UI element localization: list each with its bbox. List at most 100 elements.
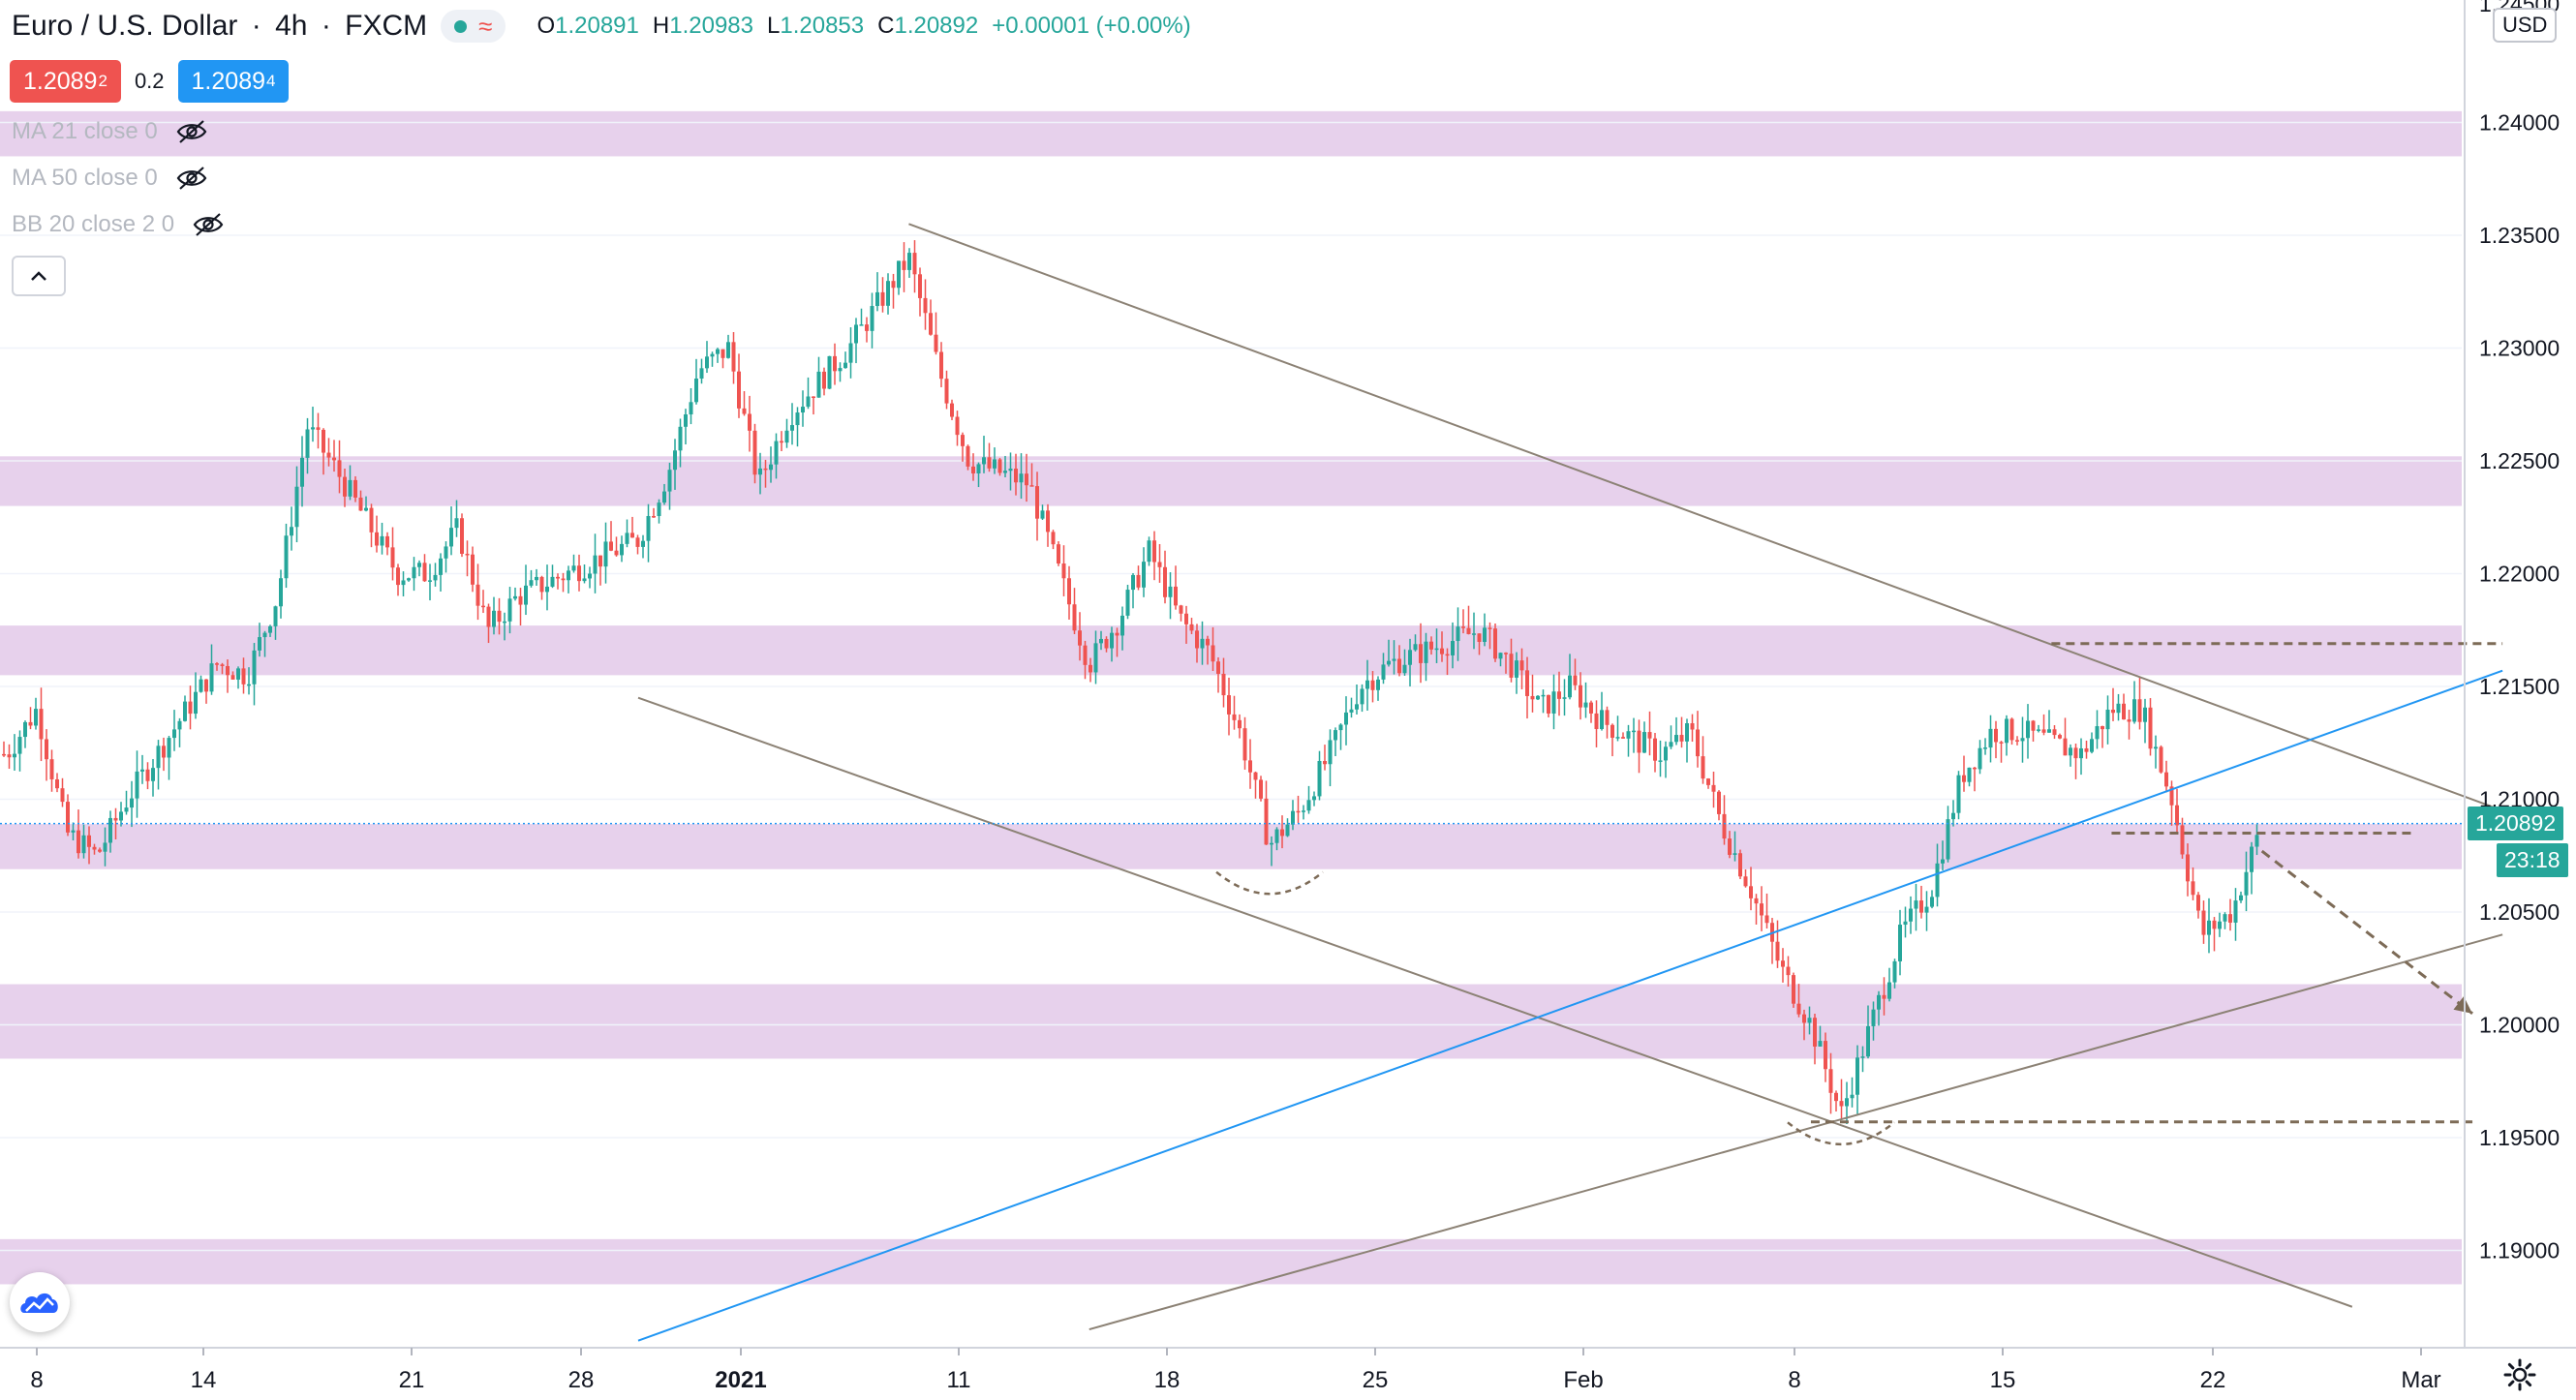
candle-body — [1642, 732, 1646, 753]
indicator-bb20[interactable]: BB 20 close 2 0 — [12, 211, 225, 238]
candle-body — [1317, 761, 1322, 797]
candle-body — [529, 580, 534, 586]
hidden-eye-icon[interactable] — [175, 119, 208, 144]
gear-icon[interactable] — [2502, 1357, 2537, 1392]
candle-body — [1647, 732, 1652, 739]
drawings-layer — [0, 223, 2503, 1342]
candle-body — [433, 574, 438, 581]
candle-body — [1487, 627, 1492, 629]
hidden-eye-icon[interactable] — [192, 212, 225, 237]
time-tick-label: 11 — [947, 1367, 971, 1393]
candle-body — [188, 701, 193, 715]
candle-body — [135, 771, 139, 799]
candle-body — [1093, 643, 1098, 673]
buy-button[interactable]: 1.2089 4 — [177, 60, 290, 103]
candle-body — [593, 555, 598, 574]
sr-zone — [0, 110, 2462, 157]
price-tick-label: 1.19500 — [2479, 1125, 2560, 1150]
candle-body — [236, 668, 240, 680]
candle-body — [258, 637, 261, 651]
candle-body — [603, 541, 608, 567]
candle-body — [577, 565, 581, 582]
tradingview-logo-button[interactable] — [10, 1272, 70, 1332]
candle-body — [326, 452, 331, 458]
candle-body — [1834, 1092, 1838, 1102]
candle-body — [364, 507, 368, 511]
candle-body — [535, 576, 538, 581]
candle-body — [1221, 673, 1226, 696]
symbol-title[interactable]: Euro / U.S. Dollar · 4h · FXCM — [12, 10, 428, 42]
candle-body — [2254, 835, 2259, 847]
candle-body — [1935, 863, 1940, 898]
candle-body — [1610, 724, 1614, 738]
candle-body — [1285, 824, 1290, 837]
indicator-ma50[interactable]: MA 50 close 0 — [12, 165, 208, 192]
candle-body — [2122, 703, 2126, 720]
candle-body — [1951, 812, 1955, 820]
candle-body — [1583, 702, 1588, 708]
candle-body — [2250, 846, 2254, 872]
candle-body — [1615, 737, 1620, 739]
candle-body — [1498, 653, 1503, 659]
candle-body — [503, 621, 506, 624]
candle-body — [784, 430, 789, 443]
candle-body — [1930, 897, 1934, 907]
candle-body — [1941, 859, 1945, 864]
zones-layer — [0, 110, 2462, 1285]
forecast-arrow-head — [2453, 995, 2473, 1014]
candle-body — [81, 835, 86, 854]
candle-body — [1370, 680, 1375, 690]
candle-body — [1029, 485, 1034, 487]
hidden-eye-icon[interactable] — [175, 166, 208, 191]
currency-selector[interactable]: USD — [2493, 8, 2558, 43]
sell-button[interactable]: 1.2089 2 — [10, 60, 121, 103]
candle-body — [1946, 819, 1950, 860]
candle-body — [1999, 742, 2004, 744]
candle-body — [1728, 838, 1732, 855]
candle-body — [358, 497, 363, 511]
candle-body — [486, 606, 491, 627]
candle-body — [854, 324, 858, 344]
candle-body — [1115, 632, 1119, 636]
candle-body — [1248, 760, 1252, 773]
candle-body — [220, 664, 225, 666]
candle-body — [1839, 1101, 1844, 1107]
candle-body — [1184, 613, 1188, 624]
candle-body — [177, 720, 182, 730]
candle-body — [1722, 813, 1727, 839]
candle-body — [497, 610, 502, 623]
candle-body — [1429, 641, 1433, 650]
market-status-pill[interactable]: ≈ — [441, 10, 506, 43]
time-tick-label: 21 — [399, 1367, 425, 1393]
candle-body — [907, 253, 911, 270]
candle-body — [2026, 720, 2030, 739]
candle-body — [1402, 664, 1407, 674]
candle-body — [795, 412, 800, 426]
candle-body — [2223, 914, 2227, 922]
candle-body — [290, 527, 293, 536]
candle-body — [1706, 778, 1710, 785]
candle-body — [588, 573, 592, 579]
candle-body — [1323, 761, 1327, 765]
price-tick-label: 1.23000 — [2479, 336, 2560, 361]
candle-body — [2037, 729, 2040, 731]
candle-body — [620, 543, 624, 556]
candle-body — [119, 811, 123, 821]
candle-body — [833, 355, 837, 372]
candle-body — [1014, 469, 1018, 483]
candle-body — [465, 553, 470, 556]
bar-countdown-label: 23:18 — [2497, 842, 2568, 877]
candle-body — [1738, 853, 1742, 877]
candle-body — [1674, 735, 1678, 743]
candle-body — [699, 368, 704, 379]
indicator-ma21[interactable]: MA 21 close 0 — [12, 118, 208, 145]
candle-body — [1365, 680, 1369, 689]
candle-body — [721, 349, 725, 358]
candle-body — [199, 679, 203, 692]
collapse-indicators-button[interactable] — [12, 256, 66, 296]
candle-body — [204, 679, 208, 692]
candle-body — [934, 334, 938, 352]
candle-body — [1717, 791, 1721, 814]
candle-body — [1338, 724, 1343, 731]
